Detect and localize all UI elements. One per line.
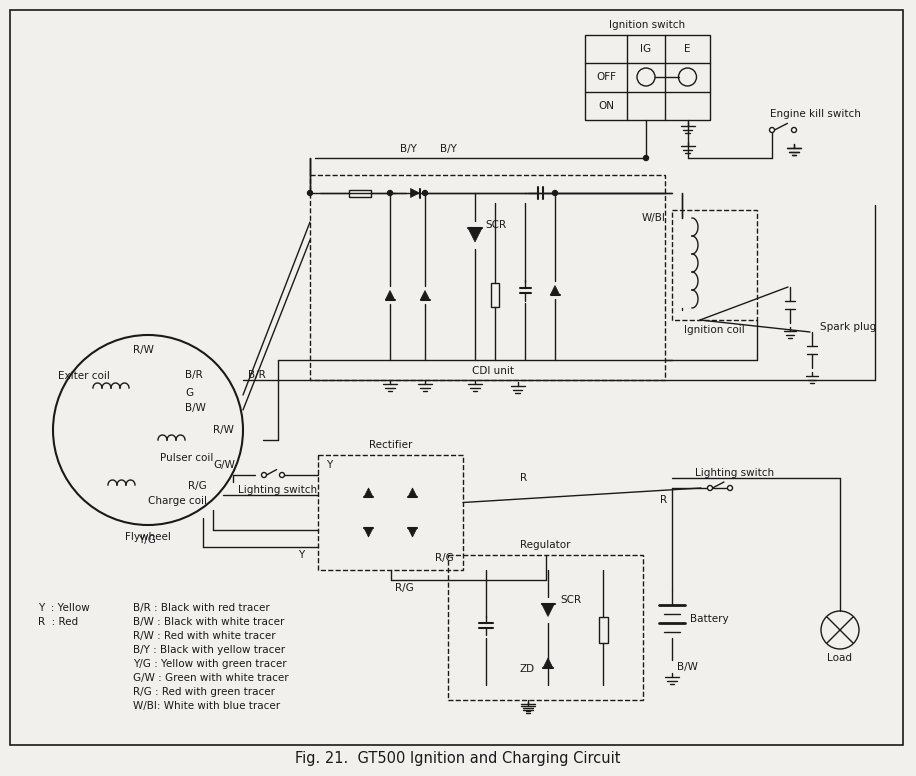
- Circle shape: [308, 190, 312, 196]
- Text: R/W: R/W: [213, 425, 234, 435]
- Text: Ignition coil: Ignition coil: [684, 325, 745, 335]
- Text: Fig. 21.  GT500 Ignition and Charging Circuit: Fig. 21. GT500 Ignition and Charging Cir…: [295, 750, 621, 765]
- Polygon shape: [364, 488, 373, 497]
- Circle shape: [644, 155, 649, 161]
- Text: ZD: ZD: [520, 664, 535, 674]
- Text: Battery: Battery: [690, 614, 728, 624]
- Text: Y  : Yellow: Y : Yellow: [38, 603, 90, 613]
- Text: B/W : Black with white tracer: B/W : Black with white tracer: [133, 617, 284, 627]
- Polygon shape: [364, 528, 373, 537]
- Text: Regulator: Regulator: [520, 540, 571, 550]
- Bar: [598, 617, 607, 643]
- Text: E: E: [684, 44, 691, 54]
- Text: Y: Y: [326, 460, 333, 470]
- Text: SCR: SCR: [485, 220, 507, 230]
- Circle shape: [261, 473, 267, 477]
- Text: Y: Y: [298, 550, 304, 560]
- Text: B/W: B/W: [185, 403, 206, 413]
- Text: Lighting switch: Lighting switch: [695, 468, 774, 478]
- Circle shape: [769, 127, 775, 133]
- Text: R/G: R/G: [435, 553, 453, 563]
- Bar: [448, 555, 643, 700]
- Bar: [585, 35, 710, 120]
- Text: B/R: B/R: [248, 370, 266, 380]
- Text: B/Y : Black with yellow tracer: B/Y : Black with yellow tracer: [133, 645, 285, 655]
- Circle shape: [387, 190, 392, 196]
- Bar: [310, 175, 665, 380]
- Text: R/G: R/G: [396, 583, 414, 593]
- Circle shape: [279, 473, 285, 477]
- Bar: [672, 210, 757, 320]
- Polygon shape: [468, 228, 482, 242]
- Text: CDI unit: CDI unit: [472, 366, 514, 376]
- Text: W/Bl: White with blue tracer: W/Bl: White with blue tracer: [133, 701, 280, 711]
- Polygon shape: [420, 290, 430, 300]
- Text: R/W: R/W: [133, 345, 154, 355]
- Text: SCR: SCR: [560, 595, 581, 605]
- Text: Pulser coil: Pulser coil: [160, 453, 213, 463]
- Text: Load: Load: [827, 653, 853, 663]
- Text: G/W: G/W: [213, 460, 234, 470]
- Text: Y/G : Yellow with green tracer: Y/G : Yellow with green tracer: [133, 659, 287, 669]
- Text: R/G: R/G: [188, 481, 207, 491]
- Text: B/R: B/R: [185, 370, 202, 380]
- Text: G: G: [185, 388, 193, 398]
- Bar: [491, 283, 499, 307]
- Text: Engine kill switch: Engine kill switch: [770, 109, 861, 119]
- Text: R/G : Red with green tracer: R/G : Red with green tracer: [133, 687, 275, 697]
- Text: B/R : Black with red tracer: B/R : Black with red tracer: [133, 603, 269, 613]
- Text: R  : Red: R : Red: [38, 617, 78, 627]
- Text: OFF: OFF: [596, 72, 616, 82]
- Text: IG: IG: [640, 44, 651, 54]
- Circle shape: [422, 190, 428, 196]
- Polygon shape: [408, 488, 417, 497]
- Text: Lighting switch: Lighting switch: [238, 485, 317, 495]
- Text: Exiter coil: Exiter coil: [58, 371, 110, 381]
- Text: Flywheel: Flywheel: [125, 532, 171, 542]
- Circle shape: [552, 190, 558, 196]
- Polygon shape: [408, 528, 417, 537]
- Text: R: R: [520, 473, 527, 483]
- Text: G/W : Green with white tracer: G/W : Green with white tracer: [133, 673, 289, 683]
- Text: B/W: B/W: [677, 662, 698, 672]
- Bar: [318, 455, 463, 570]
- Text: Charge coil: Charge coil: [148, 496, 207, 506]
- Text: R/W : Red with white tracer: R/W : Red with white tracer: [133, 631, 276, 641]
- Text: W/Bl: W/Bl: [642, 213, 666, 223]
- Text: ON: ON: [598, 101, 614, 111]
- Text: Y/G: Y/G: [138, 535, 156, 545]
- Text: Spark plug: Spark plug: [820, 323, 877, 332]
- Polygon shape: [386, 290, 395, 300]
- Text: Rectifier: Rectifier: [369, 440, 412, 450]
- Text: Ignition switch: Ignition switch: [609, 20, 685, 30]
- Text: R: R: [660, 495, 667, 505]
- Circle shape: [791, 127, 797, 133]
- Polygon shape: [543, 658, 553, 668]
- Text: B/Y: B/Y: [400, 144, 417, 154]
- Polygon shape: [541, 604, 554, 616]
- Polygon shape: [551, 286, 560, 295]
- Text: B/Y: B/Y: [440, 144, 457, 154]
- Polygon shape: [410, 189, 420, 198]
- Circle shape: [727, 486, 733, 490]
- Circle shape: [707, 486, 713, 490]
- Bar: [349, 189, 371, 196]
